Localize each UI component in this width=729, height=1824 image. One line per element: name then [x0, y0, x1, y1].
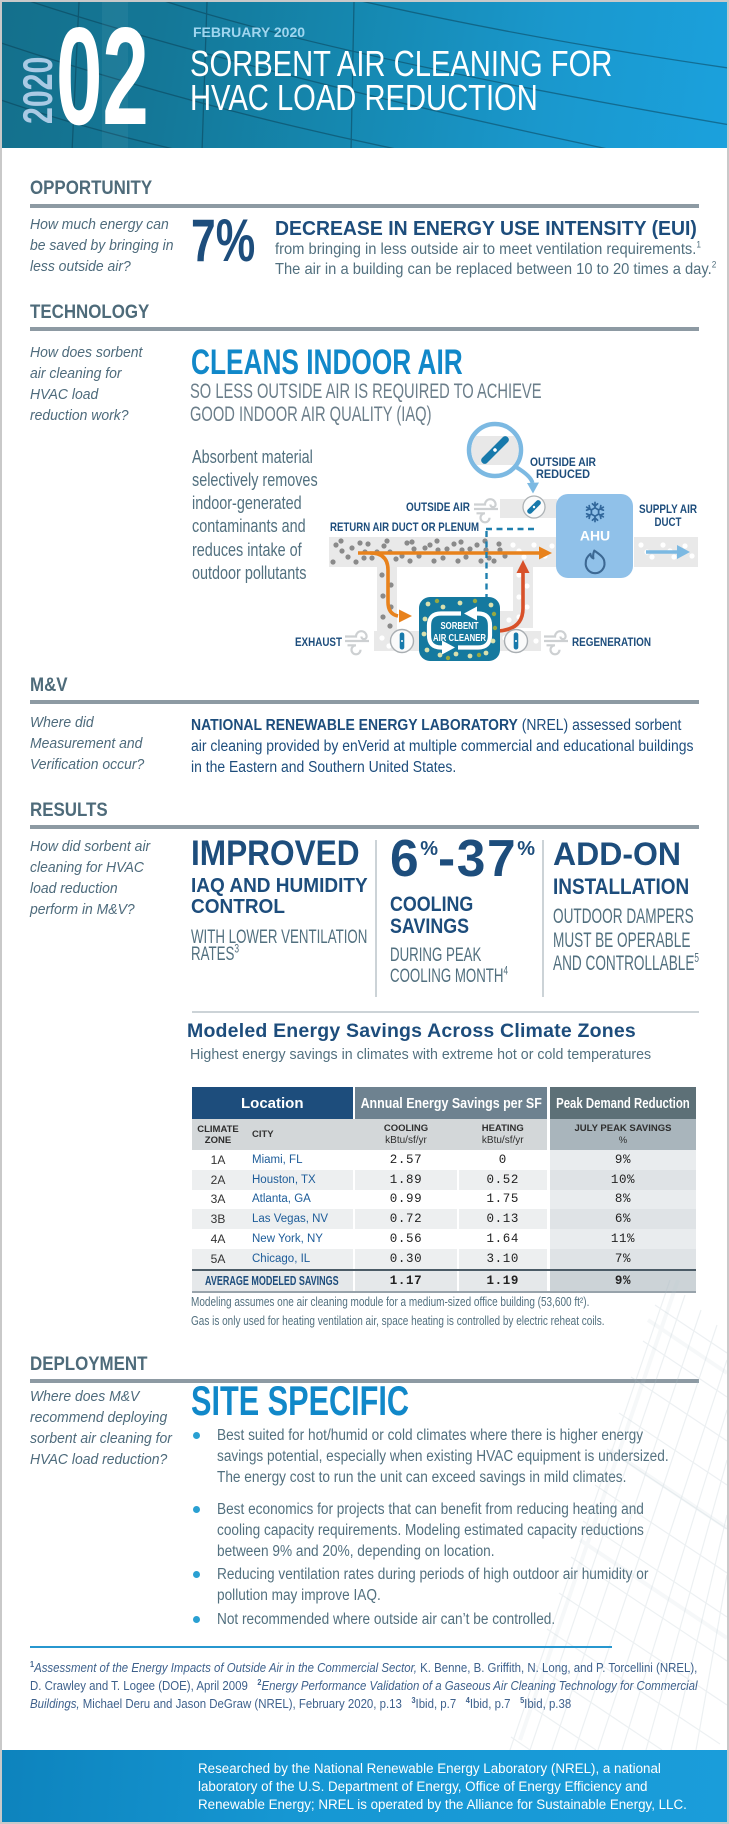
svg-text:DUCT: DUCT: [655, 517, 682, 529]
svg-text:EXHAUST: EXHAUST: [295, 637, 342, 649]
svg-text:REDUCED: REDUCED: [536, 469, 590, 481]
svg-text:AHU: AHU: [580, 528, 610, 544]
svg-text:SORBENT: SORBENT: [441, 621, 479, 632]
svg-text:REGENERATION: REGENERATION: [572, 637, 651, 649]
svg-text:OUTSIDE AIR: OUTSIDE AIR: [530, 457, 597, 469]
svg-text:OUTSIDE AIR: OUTSIDE AIR: [406, 502, 471, 514]
svg-text:AIR CLEANER: AIR CLEANER: [433, 633, 487, 644]
svg-text:RETURN AIR DUCT OR PLENUM: RETURN AIR DUCT OR PLENUM: [330, 522, 479, 534]
svg-text:SUPPLY AIR: SUPPLY AIR: [639, 504, 698, 516]
